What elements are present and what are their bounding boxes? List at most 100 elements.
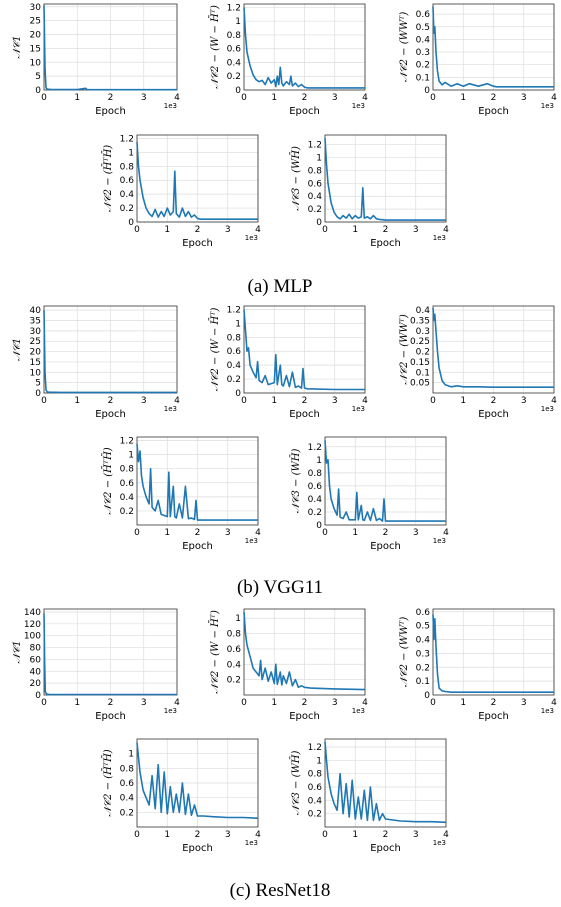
y-tick-label: 0.2 (416, 61, 430, 71)
x-offset-label: 1e3 (352, 102, 365, 110)
y-tick-label: 1 (316, 154, 322, 164)
y-tick-label: 1.2 (308, 743, 322, 753)
x-tick-label: 2 (302, 396, 308, 406)
y-tick-label: 20 (30, 348, 42, 358)
y-tick-label: 0.4 (308, 192, 323, 202)
x-tick-label: 3 (141, 698, 147, 708)
axes-frame (324, 134, 447, 223)
x-tick-label: 2 (195, 225, 201, 235)
x-tick-label: 2 (195, 830, 201, 840)
x-axis-label: Epoch (289, 711, 320, 722)
y-tick-label: 0 (316, 218, 322, 228)
series-line (136, 141, 258, 220)
x-tick-label: 3 (332, 93, 338, 103)
y-tick-label: 0.1 (416, 677, 430, 687)
y-tick-label: 0.2 (120, 808, 134, 818)
y-tick-label: 100 (24, 632, 41, 642)
x-tick-label: 3 (413, 528, 419, 538)
y-tick-label: 0.3 (416, 48, 430, 58)
caption-resnet18: (c) ResNet18 (230, 880, 331, 901)
x-tick-label: 2 (108, 396, 114, 406)
x-tick-label: 3 (225, 830, 231, 840)
y-tick-label: 25 (30, 337, 41, 347)
y-tick-label: 0.1 (416, 368, 430, 378)
x-tick-label: 0 (134, 225, 140, 235)
y-tick-label: 0.2 (308, 810, 322, 820)
axes-frame (324, 738, 447, 828)
y-tick-label: 0 (316, 521, 322, 531)
x-tick-label: 3 (141, 93, 147, 103)
subplot-13: 0 1 2 3 4 0.2 0.4 0.6 0.8 1 1e3 Epoch 𝒩𝒞2 − (H̄ᵀH̄) (102, 738, 261, 854)
y-axis-label: 𝒩𝒞2 − (H̄ᵀH̄) (102, 749, 114, 817)
y-tick-label: 0 (35, 389, 41, 399)
y-tick-label: 0.8 (227, 31, 242, 41)
y-axis-label: 𝒩𝒞2 − (W − H̄ᵀ) (209, 308, 221, 392)
x-axis-label: Epoch (182, 238, 213, 249)
y-tick-label: 10 (30, 58, 42, 68)
y-tick-label: 0.8 (120, 465, 135, 475)
subplot-1: 0 1 2 3 4 0 0.2 0.4 0.6 0.8 1 1.2 1e3 Epoch 𝒩𝒞2 − (W −… (209, 3, 368, 117)
x-tick-label: 0 (41, 396, 47, 406)
x-tick-label: 4 (174, 93, 180, 103)
x-tick-label: 0 (41, 698, 47, 708)
y-tick-label: 0.2 (120, 204, 134, 214)
x-offset-label: 1e3 (164, 405, 177, 413)
y-tick-label: 1.2 (308, 141, 322, 151)
y-tick-label: 0.1 (416, 73, 430, 83)
y-tick-label: 0.3 (416, 327, 430, 337)
x-offset-label: 1e3 (352, 405, 365, 413)
x-axis-label: Epoch (182, 843, 213, 854)
axes-frame (243, 3, 366, 91)
axes-frame (432, 608, 555, 696)
x-tick-label: 2 (302, 93, 308, 103)
y-tick-label: 30 (30, 3, 42, 13)
y-axis-label: 𝒩𝒞2 − (W − H̄ᵀ) (209, 610, 221, 694)
series-line (243, 309, 365, 391)
x-tick-label: 1 (352, 225, 358, 235)
x-tick-label: 4 (255, 830, 261, 840)
x-axis-label: Epoch (95, 711, 126, 722)
y-tick-label: 0.4 (120, 190, 135, 200)
y-tick-label: 0.8 (120, 162, 135, 172)
y-tick-label: 15 (30, 358, 41, 368)
y-tick-label: 25 (30, 17, 41, 27)
subplot-11: 0 1 2 3 4 0.2 0.4 0.6 0.8 1 1e3 Epoch 𝒩𝒞2 − (W − H̄ᵀ… (209, 608, 368, 722)
y-tick-label: 0.4 (416, 35, 431, 45)
x-tick-label: 1 (74, 93, 80, 103)
subplot-6: 0 1 2 3 4 0 0.2 0.4 0.6 0.8 1 1.2 1e3 Epoch 𝒩𝒞2 − (W −… (209, 305, 368, 420)
x-tick-label: 2 (491, 698, 497, 708)
x-tick-label: 4 (174, 396, 180, 406)
x-tick-label: 2 (383, 225, 389, 235)
y-tick-label: 0.4 (416, 636, 431, 646)
x-tick-label: 3 (332, 396, 338, 406)
x-tick-label: 0 (241, 698, 247, 708)
x-tick-label: 0 (322, 225, 328, 235)
x-tick-label: 1 (164, 528, 170, 538)
x-tick-label: 2 (491, 93, 497, 103)
y-tick-label: 1.2 (227, 3, 241, 13)
y-tick-label: 0.6 (308, 783, 323, 793)
x-tick-label: 3 (521, 698, 527, 708)
x-axis-label: Epoch (478, 106, 509, 117)
subplot-8: 0 1 2 3 4 0.2 0.4 0.6 0.8 1 1.2 1e3 Epoch 𝒩𝒞2 − (H̄ᵀH… (102, 437, 261, 552)
y-tick-label: 1 (235, 614, 241, 624)
x-tick-label: 4 (551, 93, 557, 103)
x-tick-label: 3 (141, 396, 147, 406)
y-tick-label: 0.6 (227, 645, 242, 655)
y-tick-label: 0.6 (227, 45, 242, 55)
x-tick-label: 3 (521, 396, 527, 406)
y-tick-label: 40 (30, 306, 42, 316)
subplot-14: 0 1 2 3 4 0.2 0.4 0.6 0.8 1 1.2 1e3 Epoch 𝒩𝒞3 − (WH̄) (290, 738, 449, 854)
y-tick-label: 5 (35, 72, 41, 82)
x-offset-label: 1e3 (541, 405, 554, 413)
y-axis-label: 𝒩𝒞3 − (WH̄) (290, 146, 302, 211)
axes-frame (136, 134, 259, 223)
x-tick-label: 0 (134, 528, 140, 538)
y-tick-label: 0.4 (227, 58, 242, 68)
series-line (43, 613, 177, 696)
y-tick-label: 0 (35, 86, 41, 96)
series-line (432, 614, 554, 694)
x-tick-label: 4 (362, 698, 368, 708)
